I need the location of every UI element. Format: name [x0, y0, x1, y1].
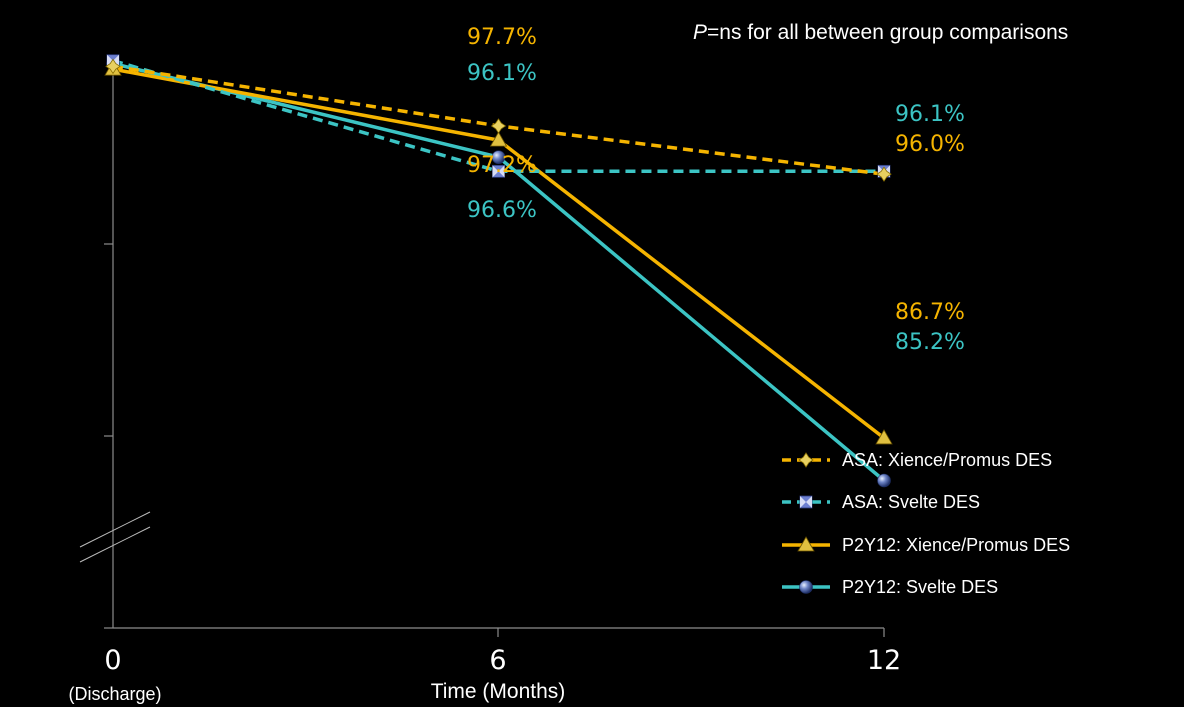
p-value-note: P=ns for all between group comparisons: [693, 21, 1068, 44]
diamond-marker-shape: [876, 166, 892, 182]
y-axis-break: [79, 511, 151, 563]
data-label-asa-svelte-6m: 96.1%: [467, 61, 537, 86]
x-tick-label-0: 0: [104, 645, 121, 676]
data-label-p2y12-svelte-12m: 85.2%: [895, 330, 965, 355]
data-label-p2y12-xience-12m: 86.7%: [895, 300, 965, 325]
data-labels: 97.7% 96.1% 97.2% 96.6% 96.1% 96.0% 86.7…: [467, 25, 965, 355]
legend-marker-sphere: [799, 580, 813, 594]
x-tick-label-12: 12: [867, 645, 901, 676]
legend-swatch-marker: [798, 452, 814, 468]
data-point-s3-1: [489, 131, 508, 147]
x-tick-label-6: 6: [489, 645, 506, 676]
sphere-marker-shape: [799, 580, 813, 594]
legend-label-asa-svelte: ASA: Svelte DES: [842, 492, 980, 512]
legend: ASA: Xience/Promus DES ASA: Svelte DES P…: [782, 450, 1070, 597]
data-label-p2y12-svelte-6m: 96.6%: [467, 198, 537, 223]
bowtie-marker-shape: [492, 165, 505, 178]
triangle-marker-shape: [489, 131, 508, 147]
data-label-asa-xience-6m: 97.7%: [467, 25, 537, 50]
legend-swatch-marker: [799, 580, 813, 594]
legend-marker-triangle: [797, 536, 815, 552]
legend-label-p2y12-xience: P2Y12: Xience/Promus DES: [842, 535, 1070, 555]
data-point-s3-2: [875, 429, 893, 445]
legend-item-p2y12-svelte: P2Y12: Svelte DES: [782, 577, 998, 597]
p-value-note-rest: =ns for all between group comparisons: [707, 21, 1068, 44]
legend-marker-diamond-star: [798, 452, 814, 468]
data-point-s1-1: [490, 118, 507, 134]
data-point-s1-2: [876, 166, 892, 182]
data-point-s2-1: [492, 164, 505, 178]
legend-item-asa-xience: ASA: Xience/Promus DES: [782, 450, 1052, 470]
bowtie-marker-shape: [800, 496, 812, 508]
data-point-s4-2: [877, 473, 891, 488]
data-label-asa-svelte-12m: 96.1%: [895, 102, 965, 127]
x-axis-title: Time (Months): [431, 680, 566, 703]
sphere-marker-shape: [877, 473, 891, 488]
legend-swatch-marker: [797, 536, 815, 552]
x-tick-sublabel-0: (Discharge): [68, 684, 161, 704]
triangle-marker-shape: [875, 429, 893, 445]
data-label-p2y12-xience-6m: 97.2%: [467, 153, 537, 178]
p-value-note-italic: P: [693, 21, 707, 44]
sphere-marker-shape: [491, 150, 506, 164]
axis-break-line: [79, 511, 151, 548]
legend-swatch-marker: [799, 495, 813, 509]
legend-item-p2y12-xience: P2Y12: Xience/Promus DES: [782, 535, 1070, 555]
diamond-marker-shape: [490, 118, 507, 134]
legend-label-asa-xience: ASA: Xience/Promus DES: [842, 450, 1052, 470]
diamond-marker-shape: [798, 452, 814, 468]
series-markers: [104, 54, 893, 488]
data-point-s4-1: [491, 150, 506, 164]
legend-item-asa-svelte: ASA: Svelte DES: [782, 492, 980, 512]
legend-label-p2y12-svelte: P2Y12: Svelte DES: [842, 577, 998, 597]
triangle-marker-shape: [797, 536, 815, 552]
data-point-s1-0: [105, 58, 121, 75]
diamond-marker-shape: [105, 58, 121, 75]
legend-marker-square-bowtie: [799, 495, 813, 509]
data-label-asa-xience-12m: 96.0%: [895, 132, 965, 157]
axis-break-line: [79, 526, 151, 563]
